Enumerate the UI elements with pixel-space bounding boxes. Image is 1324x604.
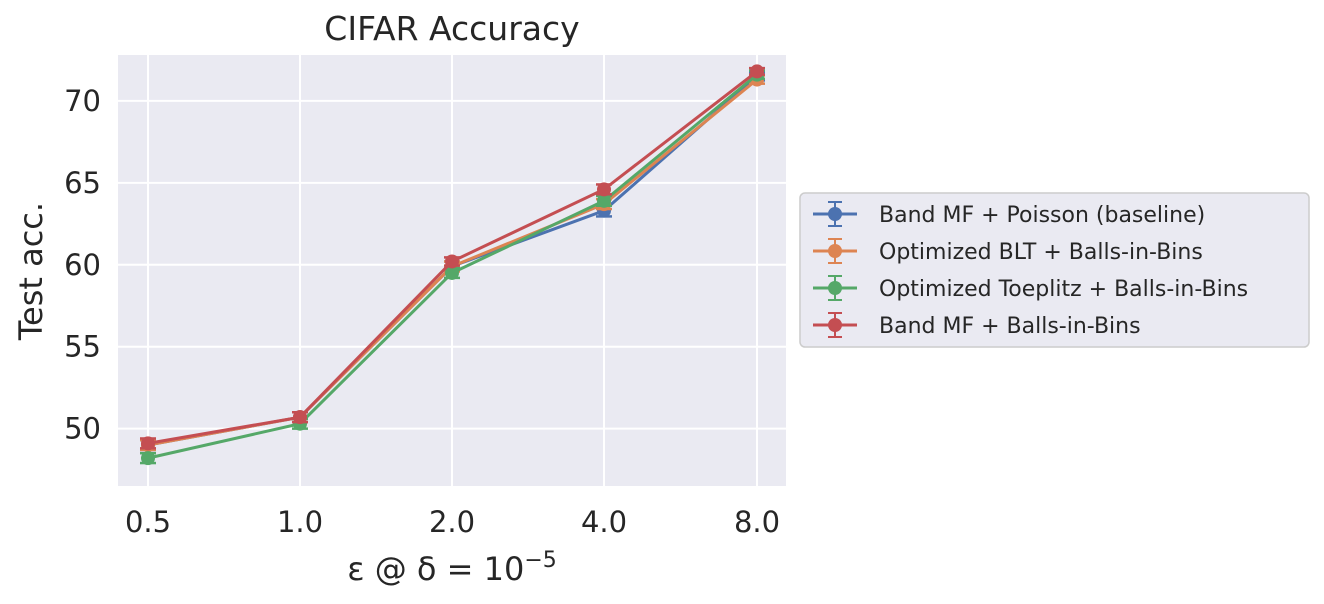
- legend-frame: [799, 192, 1310, 348]
- data-point: [141, 436, 155, 451]
- legend: Band MF + Poisson (baseline) Optimized BL…: [799, 192, 1310, 348]
- y-tick-label: 70: [64, 84, 101, 118]
- legend-entry: Band MF + Poisson (baseline): [813, 201, 1205, 228]
- x-tick-label: 4.0: [581, 505, 627, 539]
- legend-entry: Optimized BLT + Balls-in-Bins: [813, 238, 1203, 265]
- y-tick-label: 55: [64, 330, 101, 364]
- legend-marker: [828, 207, 842, 221]
- legend-marker: [828, 244, 842, 258]
- data-point: [445, 254, 459, 269]
- data-point: [445, 265, 459, 280]
- y-tick-label: 65: [64, 166, 101, 200]
- series-4: [140, 64, 765, 451]
- legend-entry: Optimized Toeplitz + Balls-in-Bins: [813, 275, 1248, 302]
- x-axis-title-main: ε @ δ = 10: [347, 550, 524, 588]
- data-point: [141, 451, 155, 466]
- data-point: [750, 64, 764, 79]
- legend-label: Band MF + Poisson (baseline): [879, 203, 1205, 228]
- legend-marker: [828, 318, 842, 332]
- series-layer: [140, 64, 765, 466]
- x-tick-label: 2.0: [429, 505, 475, 539]
- data-point: [597, 182, 611, 197]
- chart-title: CIFAR Accuracy: [324, 9, 579, 48]
- y-axis-title: Test acc.: [12, 202, 50, 341]
- x-axis-title: ε @ δ = 10−5: [347, 548, 557, 588]
- legend-label: Optimized Toeplitz + Balls-in-Bins: [879, 277, 1248, 302]
- legend-label: Band MF + Balls-in-Bins: [879, 314, 1141, 339]
- data-point: [293, 410, 307, 425]
- data-point: [597, 193, 611, 208]
- legend-label: Optimized BLT + Balls-in-Bins: [879, 240, 1203, 265]
- x-tick-label: 8.0: [734, 505, 780, 539]
- tick-labels: 0.5 1.0 2.0 4.0 8.0 50 55 60 65 70: [64, 84, 780, 539]
- legend-entry: Band MF + Balls-in-Bins: [813, 312, 1141, 339]
- x-tick-label: 0.5: [125, 505, 171, 539]
- x-axis-title-exponent: −5: [524, 548, 556, 573]
- y-tick-label: 60: [64, 248, 101, 282]
- y-tick-label: 50: [64, 412, 101, 446]
- x-tick-label: 1.0: [277, 505, 323, 539]
- legend-marker: [828, 281, 842, 295]
